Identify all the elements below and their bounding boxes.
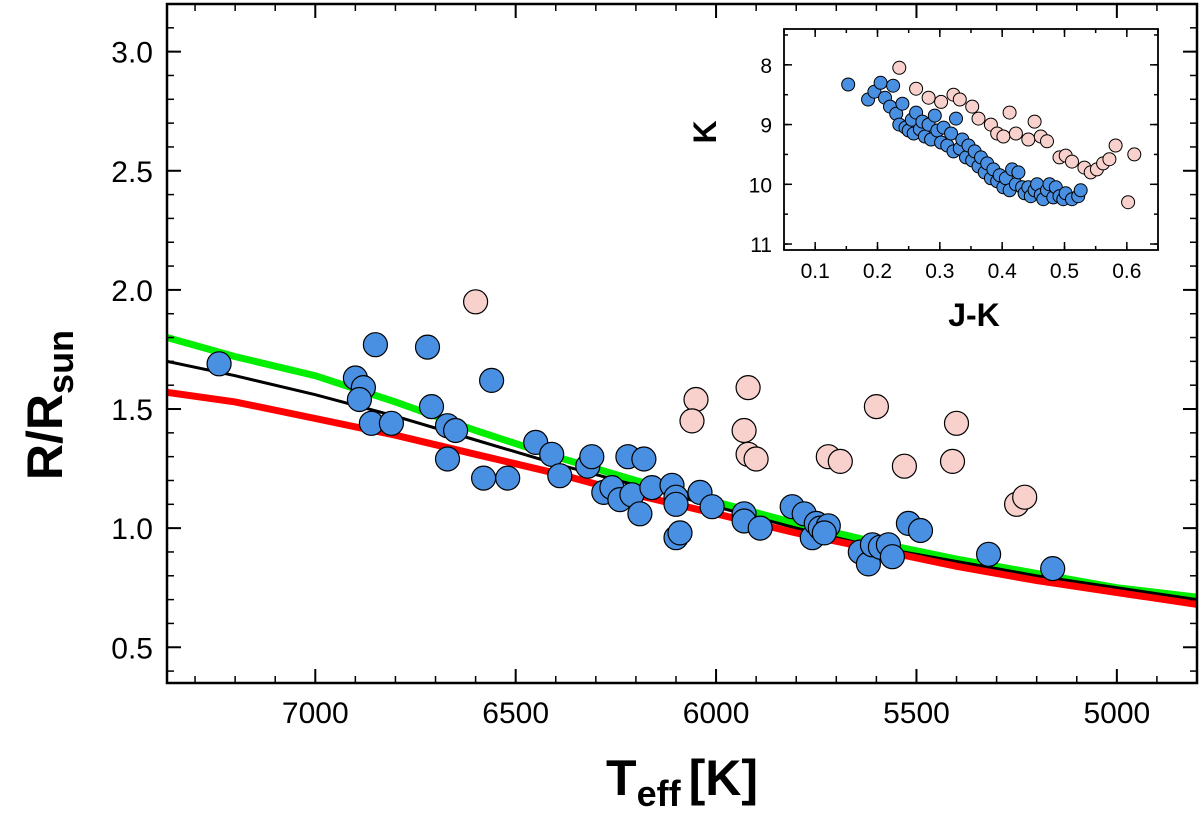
x-axis-title-subscript: eff [637, 773, 682, 813]
main-series-1-point-4 [731, 417, 757, 444]
main-series-0-point-11 [443, 417, 469, 444]
inset-x-axis-title: J-K [948, 297, 1000, 333]
main-series-0-point-25 [627, 501, 653, 527]
main-series-1-point-12 [939, 448, 966, 474]
y-axis-title-subscript: sun [40, 330, 81, 394]
main-series-0-point-53 [975, 541, 1002, 567]
inset-series-1-point-27 [1127, 147, 1142, 162]
inset-series-1-point-19 [1065, 154, 1079, 169]
main-series-0-point-12 [434, 446, 461, 472]
inset-x-tick-label: 0.6 [1112, 260, 1141, 283]
inset-y-tick-label: 10 [749, 174, 772, 197]
main-series-0-point-1 [362, 332, 388, 358]
main-series-0-point-9 [378, 410, 404, 436]
inset-x-tick-label: 0.2 [863, 260, 892, 283]
inset-series-1-point-25 [1108, 138, 1123, 153]
inset-series-1-point-12 [1008, 126, 1023, 141]
inset-series-0-point-9 [895, 96, 910, 111]
inset-series-1-point-10 [996, 129, 1011, 144]
x-axis-title-main: T [606, 750, 637, 806]
inset-series-1-point-1 [909, 81, 924, 96]
main-series-0-point-32 [663, 491, 689, 517]
inset-series-1-point-24 [1102, 152, 1117, 167]
main-series-1-point-8 [827, 448, 853, 474]
main-series-0-point-50 [879, 544, 906, 570]
main-series-1-point-10 [891, 453, 918, 479]
main-series-1-point-3 [735, 375, 761, 401]
x-axis-title: Teff [K] [606, 750, 758, 813]
main-series-1-point-11 [943, 410, 970, 436]
main-series-0-point-13 [471, 465, 497, 491]
inset-x-tick-label: 0.5 [1050, 260, 1079, 283]
inset-series-0-point-6 [886, 78, 901, 93]
inset-series-1-point-13 [1021, 132, 1036, 147]
inset-series-0-point-0 [841, 77, 856, 92]
inset-x-tick-label: 0.4 [988, 260, 1018, 283]
main-y-tick-label: 1.5 [111, 394, 153, 427]
inset-series-1-point-6 [965, 99, 980, 114]
main-series-0-point-0 [206, 351, 232, 377]
inset-y-axis-title: K [687, 120, 723, 143]
main-x-tick-label: 5500 [883, 697, 950, 730]
main-series-0-point-19 [579, 444, 605, 470]
main-y-tick-label: 3.0 [111, 37, 153, 70]
main-y-tick-label: 1.0 [111, 513, 153, 546]
inset-series-1-point-3 [934, 94, 949, 109]
main-series-1-point-1 [683, 386, 709, 413]
main-y-tick-label: 0.5 [111, 632, 153, 665]
y-axis-title-main: R/R [17, 394, 73, 480]
inset-y-tick-label: 9 [760, 115, 772, 138]
main-frame [165, 2, 1199, 685]
inset-series-1-point-14 [1027, 114, 1042, 129]
main-series-0-point-6 [346, 386, 372, 413]
inset-series-1-point-7 [971, 111, 986, 126]
inset-series-0-point-25 [944, 126, 959, 141]
inset-series-0-point-3 [873, 75, 888, 90]
inset-series-1-point-2 [921, 90, 936, 105]
inset-series-0-point-20 [927, 108, 942, 123]
main-x-tick-label: 7000 [282, 697, 349, 730]
main-series-1-point-14 [1012, 484, 1038, 510]
main-series-0-point-7 [418, 394, 445, 420]
inset-series-1-point-5 [952, 92, 967, 107]
main-series-0-point-2 [414, 334, 441, 360]
main-series-0-point-44 [811, 520, 837, 546]
inset-series-0-point-47 [1011, 165, 1026, 180]
main-x-tick-label: 6500 [482, 697, 549, 730]
main-series-0-point-14 [495, 465, 521, 491]
main-y-tick-label: 2.0 [111, 275, 153, 308]
inset-series-1-point-26 [1121, 195, 1136, 210]
inset-x-tick-label: 0.3 [925, 260, 954, 283]
main-x-tick-label: 5000 [1083, 697, 1150, 730]
main-series-0-point-26 [631, 446, 657, 472]
main-y-tick-label: 2.5 [111, 156, 153, 189]
main-series-1-point-9 [863, 394, 890, 420]
main-x-tick-label: 6000 [683, 697, 750, 730]
main-model-line-0 [167, 334, 1197, 601]
main-series-0-point-31 [667, 520, 693, 546]
y-axis-title: R/Rsun [17, 330, 81, 480]
inset-series-0-point-27 [949, 111, 963, 126]
inset-y-tick-label: 8 [760, 55, 772, 78]
inset-series-1-point-11 [1002, 105, 1017, 120]
main-series-0-point-17 [547, 463, 573, 489]
main-series-0-point-3 [479, 367, 505, 393]
inset-x-tick-label: 0.1 [801, 260, 830, 283]
main-plot: 7000 6500 6000 5500 5000 0.5 1.0 1.5 2.0 2.5 3.0 [111, 2, 1199, 730]
main-series-0-point-16 [539, 441, 565, 467]
main-series-1-point-6 [743, 446, 769, 472]
main-series-0-point-37 [747, 515, 773, 541]
main-series-0-point-54 [1040, 555, 1066, 582]
inset-y-tick-label: 11 [750, 234, 772, 257]
inset-series-1-point-0 [892, 60, 907, 75]
inset-series-1-point-16 [1040, 134, 1054, 149]
main-series-1-point-2 [679, 408, 705, 434]
inset-plot: 0.1 0.2 0.3 0.4 0.5 0.6 8 9 10 11 [749, 28, 1159, 283]
main-series-0-point-52 [907, 517, 934, 544]
x-axis-title-unit: [K] [689, 750, 758, 806]
main-series-1-point-0 [463, 289, 489, 315]
inset-series-0-point-65 [1073, 183, 1088, 198]
main-series-0-point-34 [699, 494, 725, 520]
